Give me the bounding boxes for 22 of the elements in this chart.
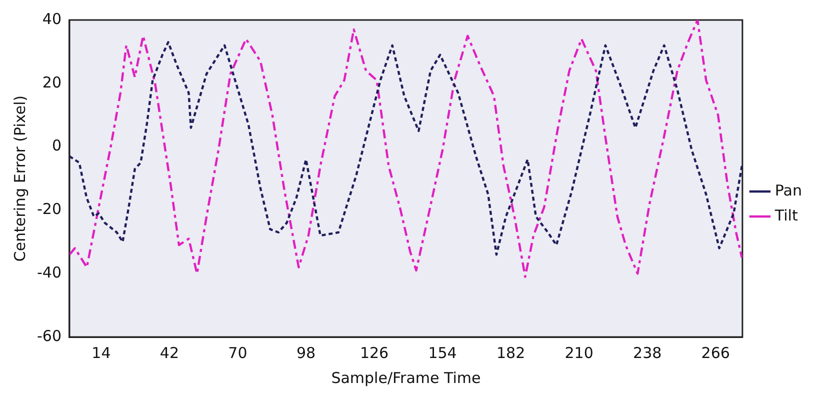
x-tick-label: 182 (496, 344, 526, 362)
x-tick-label: 126 (360, 344, 389, 362)
legend-label: Pan (774, 181, 802, 200)
x-tick-label: 70 (228, 344, 248, 362)
x-axis-title: Sample/Frame Time (331, 368, 481, 387)
y-tick-label: -40 (37, 263, 62, 282)
x-tick-label: 14 (92, 344, 111, 362)
line-series (70, 20, 742, 278)
x-tick-label: 210 (564, 344, 594, 362)
y-axis-title: Centering Error (Pixel) (10, 95, 29, 262)
y-tick-label: 20 (42, 73, 62, 92)
line-series (70, 41, 742, 256)
y-tick-label: -20 (37, 200, 62, 218)
x-tick-label: 98 (296, 344, 316, 362)
y-tick-label: 0 (52, 136, 62, 155)
x-tick-label: 42 (160, 344, 180, 362)
x-tick-label: 266 (701, 344, 730, 362)
x-tick-label: 238 (633, 344, 662, 362)
y-tick-label: -60 (37, 326, 62, 345)
legend-label: Tilt (774, 206, 798, 224)
x-tick-label: 154 (428, 344, 457, 362)
y-tick-label: 40 (42, 10, 62, 28)
